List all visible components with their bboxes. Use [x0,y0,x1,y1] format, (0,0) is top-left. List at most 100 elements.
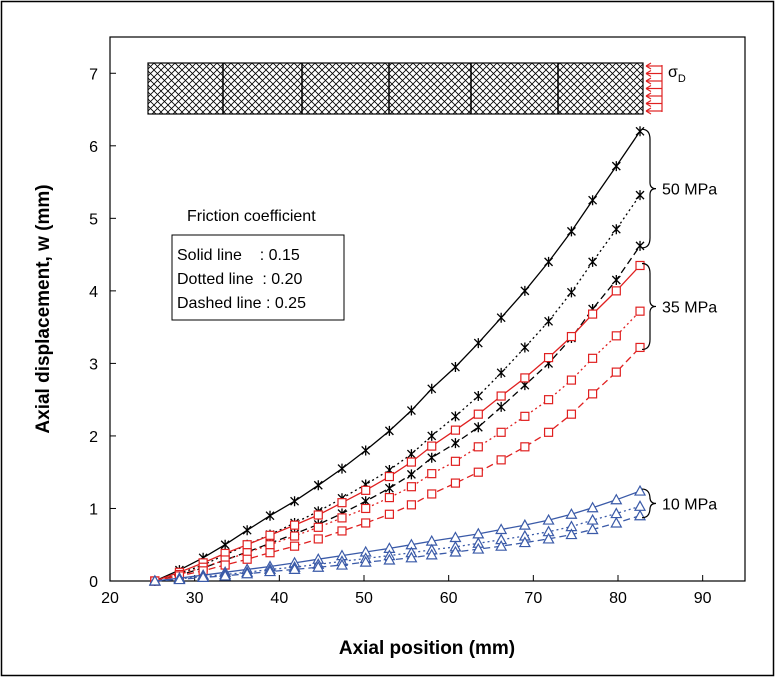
axis-ticks: 20 30 40 50 60 70 80 90 0 1 2 3 4 5 6 7 [89,66,712,607]
legend-item-dashed: Dashed line : 0.25 [177,295,306,312]
data-point [450,362,460,373]
data-point [611,274,621,285]
data-point [337,513,347,523]
y-tick-label: 7 [89,66,98,83]
data-point [265,530,275,540]
data-point [635,190,645,201]
data-point [406,457,417,467]
data-point [566,331,577,342]
data-point [384,471,394,482]
pressure-arrow-head [645,84,652,93]
series-line-10-mpa-0.15 [154,490,641,582]
data-point [611,224,621,235]
data-point [406,500,417,510]
group-brace [641,488,657,519]
data-point [450,411,460,422]
group-label: 35 MPa [662,299,717,316]
data-point [384,509,394,519]
series-line-35-mpa-0.25 [154,346,641,582]
data-point [473,422,483,433]
data-point [337,498,347,508]
data-point [359,555,372,567]
data-point [406,469,416,480]
data-point [427,441,437,451]
specimen-bar [147,62,644,115]
data-point [473,467,483,477]
data-point [588,256,598,267]
group-brace [641,262,657,351]
data-point [406,405,416,416]
data-point [242,525,252,536]
data-point [496,427,506,437]
data-point [520,373,530,383]
data-point [427,489,437,499]
series-line-50-mpa-0.15 [154,130,641,582]
data-point [241,567,254,579]
x-tick-label: 70 [524,590,542,607]
data-point [289,520,300,530]
data-point [496,401,506,412]
x-tick-label: 20 [101,590,119,607]
data-point [264,565,277,577]
data-point [313,510,323,520]
data-point [518,518,531,530]
data-point [265,540,275,550]
data-point [427,469,437,479]
data-point [635,260,645,271]
data-point [289,541,300,551]
data-point [635,240,645,251]
x-tick-label: 60 [440,590,458,607]
legend-item-dotted: Dotted line : 0.20 [177,271,303,288]
data-point [361,485,371,495]
data-point [265,510,275,521]
pressure-arrow-head [645,62,652,70]
data-point [544,316,554,327]
x-tick-label: 30 [186,590,204,607]
data-point [427,430,437,441]
data-point [587,309,598,319]
data-point [288,563,301,574]
series-line-50-mpa-0.2 [154,194,641,582]
data-point [173,573,186,585]
data-point [542,532,555,544]
data-point [337,463,347,474]
data-point [520,442,530,452]
data-point [425,548,438,560]
y-tick-label: 2 [89,429,98,446]
y-tick-label: 6 [89,139,98,156]
x-tick-label: 90 [694,590,712,607]
data-point [496,367,506,378]
data-point [384,425,394,436]
data-point [611,331,621,341]
data-point [520,285,530,296]
data-point [542,513,555,525]
data-point [543,352,554,363]
data-point [565,528,578,540]
data-point [361,518,371,528]
pressure-arrow-head [645,99,652,108]
data-point [290,496,300,507]
data-point [587,353,598,363]
y-tick-label: 5 [89,211,98,228]
data-point [543,395,554,405]
data-point [384,492,394,503]
sigma-subscript: D [678,73,686,85]
data-point [148,574,161,586]
data-point [566,409,577,419]
data-point [313,480,323,491]
series-line-50-mpa-0.25 [154,245,641,582]
data-point [587,389,598,399]
data-point [520,342,530,353]
group-braces: 50 MPa 35 MPa 10 MPa [641,128,717,519]
data-point [586,523,599,535]
data-point [565,508,578,519]
data-point [450,438,460,449]
pressure-arrow-head [645,69,652,78]
data-point [635,306,645,316]
data-point [611,367,621,377]
data-point [450,456,461,466]
data-point [313,534,323,544]
pressure-arrow-head [645,77,652,85]
